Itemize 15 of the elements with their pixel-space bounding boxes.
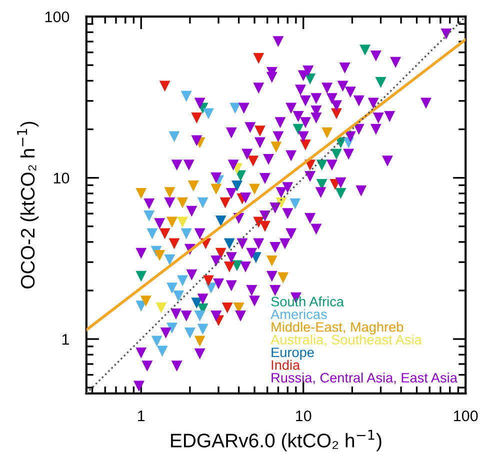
- text: Russia, Central Asia, East Asia: [272, 372, 458, 384]
- text: Europe: [272, 348, 314, 360]
- y-axis-title: OCO-2 (ktCO₂ h$^{−1}$): [17, 122, 38, 288]
- y-tick-label: 1: [62, 334, 69, 345]
- y-tick-label: 10: [54, 172, 70, 184]
- x-tick-label: 10: [296, 410, 312, 422]
- y-tick-label: 100: [45, 11, 70, 22]
- x-axis-title: EDGARv6.0 (ktCO₂ h$^{−1}$): [171, 430, 382, 452]
- text: Americas: [270, 309, 327, 320]
- x-tick-label: 1: [138, 410, 145, 422]
- text: Middle-East, Maghreb: [272, 322, 404, 334]
- x-tick-label: 100: [454, 410, 478, 422]
- text: India: [272, 360, 300, 370]
- text: Australia, Southeast Asia: [270, 334, 422, 346]
- text: South Africa: [271, 296, 344, 306]
